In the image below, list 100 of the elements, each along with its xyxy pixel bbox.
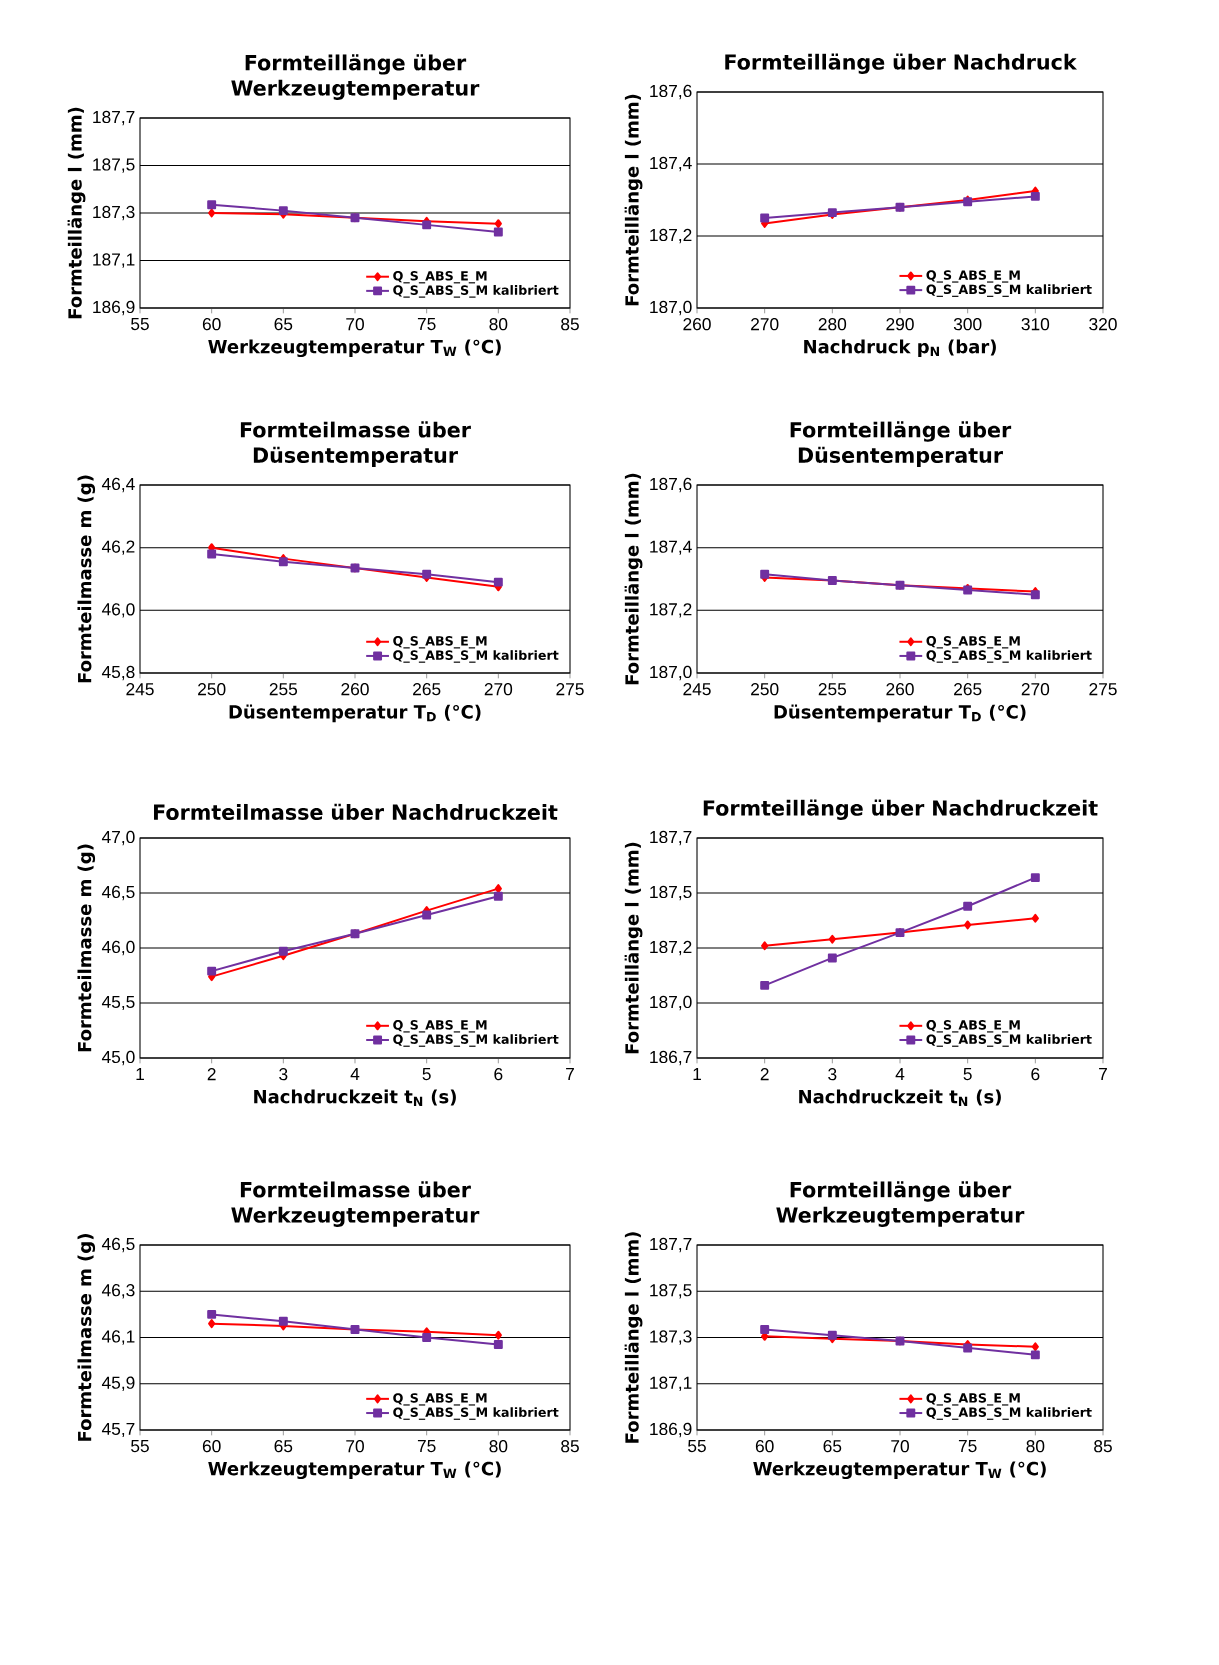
x-tick-label: 70 — [346, 1440, 364, 1453]
y-tick-label: 46,0 — [101, 603, 135, 618]
y-tick-label: 187,0 — [650, 300, 692, 316]
x-tick-label: 255 — [818, 683, 847, 696]
x-tick-label: 260 — [886, 683, 914, 696]
y-tick-label: 46,4 — [101, 477, 135, 493]
x-tick-label: 265 — [954, 683, 982, 696]
x-tick-label: 65 — [274, 1440, 293, 1453]
x-tick-label: 60 — [202, 318, 221, 331]
x-tick-label: 80 — [489, 318, 508, 331]
legend-label: Q_S_ABS_E_M — [393, 271, 487, 284]
legend-label: Q_S_ABS_E_M — [393, 1020, 487, 1033]
y-axis-title: Formteillänge l (mm) — [67, 107, 86, 319]
y-tick-label: 187,0 — [650, 665, 692, 681]
y-tick-label: 187,5 — [650, 1284, 692, 1299]
y-axis-title: Formteillänge l (mm) — [624, 1232, 643, 1443]
y-tick-label: 187,7 — [93, 110, 135, 126]
legend-label: Q_S_ABS_E_M — [926, 1393, 1020, 1406]
x-tick-label: 270 — [751, 318, 779, 331]
legend-label: Q_S_ABS_S_M kalibriert — [393, 650, 559, 663]
x-tick-label: 320 — [1089, 318, 1117, 331]
y-axis-title: Formteillänge l (mm) — [624, 842, 643, 1054]
x-tick-label: 6 — [1031, 1068, 1040, 1081]
x-axis-title: Werkzeugtemperatur T$_{W}$ (°C) — [753, 1461, 1046, 1480]
x-axis-title: Düsentemperatur T$_{D}$ (°C) — [774, 704, 1026, 723]
x-tick-label: 55 — [131, 318, 149, 331]
x-tick-label: 80 — [1026, 1440, 1045, 1453]
y-axis-title: Formteillänge l (mm) — [624, 473, 643, 685]
x-tick-label: 2 — [760, 1068, 769, 1081]
y-tick-label: 46,0 — [101, 940, 135, 956]
x-tick-label: 275 — [556, 683, 584, 696]
y-tick-label: 46,3 — [101, 1284, 135, 1299]
x-tick-label: 85 — [561, 1440, 579, 1453]
y-tick-label: 46,2 — [101, 540, 135, 555]
x-tick-label: 70 — [891, 1440, 909, 1453]
chart-title: Formteillänge über Werkzeugtemperatur — [776, 1181, 1025, 1227]
legend-label: Q_S_ABS_S_M kalibriert — [393, 1034, 559, 1047]
x-tick-label: 245 — [683, 683, 711, 696]
y-tick-label: 187,6 — [650, 84, 692, 100]
x-tick-label: 245 — [126, 683, 154, 696]
x-tick-label: 275 — [1089, 683, 1117, 696]
y-tick-label: 187,2 — [650, 228, 692, 244]
x-axis-title: Nachdruck p$_{N}$ (bar) — [804, 339, 996, 357]
y-tick-label: 45,0 — [101, 1050, 135, 1066]
x-tick-label: 6 — [494, 1068, 503, 1081]
x-tick-label: 300 — [953, 318, 982, 331]
y-tick-label: 187,4 — [650, 540, 692, 555]
y-tick-label: 187,3 — [650, 1330, 692, 1345]
chart-title: Formteillänge über Düsentemperatur — [790, 421, 1012, 467]
y-tick-label: 45,9 — [101, 1376, 135, 1391]
y-tick-label: 187,7 — [650, 1237, 692, 1253]
x-tick-label: 65 — [274, 318, 293, 331]
legend-label: Q_S_ABS_E_M — [926, 1020, 1020, 1033]
y-axis-title: Formteilmasse m (g) — [77, 844, 96, 1052]
chart-title: Formteilmasse über Nachdruckzeit — [154, 803, 558, 820]
x-tick-label: 55 — [131, 1440, 149, 1453]
x-tick-label: 75 — [958, 1440, 977, 1453]
x-axis-title: Düsentemperatur T$_{D}$ (°C) — [229, 704, 481, 723]
legend-label: Q_S_ABS_E_M — [393, 1393, 487, 1406]
y-axis-title: Formteilmasse m (g) — [77, 1234, 96, 1441]
y-tick-label: 187,7 — [650, 830, 692, 846]
y-tick-label: 45,5 — [101, 995, 135, 1011]
x-tick-label: 85 — [561, 318, 579, 331]
x-tick-label: 7 — [1099, 1068, 1107, 1080]
x-tick-label: 5 — [963, 1068, 972, 1081]
x-tick-label: 260 — [341, 683, 369, 696]
x-tick-label: 290 — [886, 318, 914, 331]
y-tick-label: 186,9 — [650, 1422, 692, 1438]
y-tick-label: 187,5 — [650, 885, 692, 901]
legend-label: Q_S_ABS_S_M kalibriert — [926, 1034, 1092, 1047]
chart-title: Formteilmasse über Düsentemperatur — [240, 421, 471, 467]
legend-label: Q_S_ABS_S_M kalibriert — [926, 1407, 1092, 1420]
x-tick-label: 270 — [484, 683, 513, 696]
x-tick-label: 70 — [346, 318, 364, 331]
x-tick-label: 3 — [279, 1068, 288, 1081]
x-tick-label: 60 — [755, 1440, 774, 1453]
x-tick-label: 255 — [269, 683, 298, 696]
y-tick-label: 187,5 — [93, 158, 135, 173]
y-tick-label: 187,2 — [650, 603, 692, 618]
legend-label: Q_S_ABS_S_M kalibriert — [926, 650, 1092, 663]
x-tick-label: 250 — [198, 683, 226, 696]
x-tick-label: 310 — [1021, 318, 1050, 331]
x-tick-label: 65 — [823, 1440, 842, 1453]
y-tick-label: 187,0 — [650, 995, 692, 1011]
y-tick-label: 187,1 — [93, 253, 135, 268]
x-tick-label: 80 — [489, 1440, 508, 1453]
legend-label: Q_S_ABS_S_M kalibriert — [393, 285, 559, 298]
legend-label: Q_S_ABS_S_M kalibriert — [926, 284, 1092, 297]
y-tick-label: 186,9 — [93, 300, 135, 316]
x-tick-label: 2 — [207, 1068, 216, 1081]
y-tick-label: 187,1 — [650, 1376, 692, 1391]
x-tick-label: 5 — [422, 1068, 431, 1081]
legend-label: Q_S_ABS_E_M — [926, 636, 1020, 649]
x-tick-label: 75 — [417, 318, 436, 331]
y-tick-label: 46,5 — [101, 885, 135, 901]
x-tick-label: 260 — [683, 318, 711, 331]
y-axis-title: Formteillänge l (mm) — [624, 94, 643, 306]
chart-title: Formteillänge über Nachdruckzeit — [703, 799, 1098, 820]
chart-title: Formteillänge über Werkzeugtemperatur — [231, 54, 480, 100]
y-tick-label: 187,4 — [650, 156, 692, 172]
